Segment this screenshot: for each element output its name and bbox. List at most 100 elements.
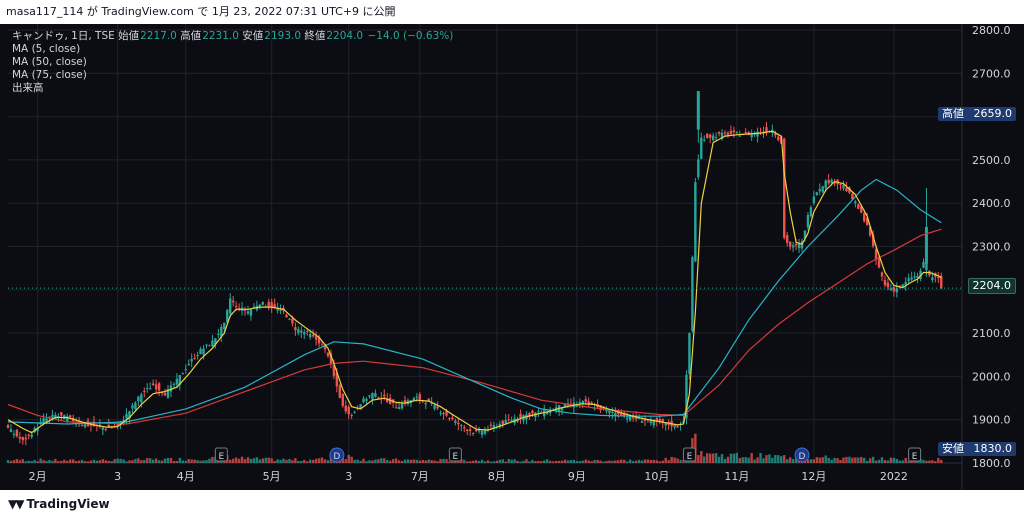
legend-ma50[interactable]: MA (50, close) bbox=[12, 56, 87, 68]
volume-bar bbox=[706, 453, 709, 463]
legend-volume[interactable]: 出来高 bbox=[12, 82, 44, 94]
price-chart[interactable]: 1800.01900.02000.02100.02200.02300.02400… bbox=[0, 24, 1024, 490]
candle-body bbox=[652, 420, 656, 426]
candle-body bbox=[199, 348, 202, 354]
volume-bar bbox=[703, 456, 706, 463]
candle-body bbox=[463, 427, 466, 429]
volume-bar bbox=[593, 459, 596, 463]
candle-body bbox=[60, 412, 63, 416]
candle-body bbox=[821, 186, 824, 193]
volume-bar bbox=[599, 460, 602, 463]
earnings-event-icon bbox=[682, 447, 696, 462]
candle-body bbox=[477, 429, 481, 432]
candle-body bbox=[860, 206, 863, 213]
legend-ma5[interactable]: MA (5, close) bbox=[12, 43, 81, 55]
volume-bar bbox=[771, 457, 774, 463]
candle-body bbox=[655, 417, 659, 422]
chart-canvas[interactable]: 1800.01900.02000.02100.02200.02300.02400… bbox=[0, 24, 1024, 490]
candle-body bbox=[676, 426, 679, 428]
candle-body bbox=[454, 420, 457, 423]
volume-bar bbox=[925, 460, 928, 463]
volume-bar bbox=[510, 459, 513, 463]
candle-body bbox=[818, 189, 821, 192]
tradingview-logo[interactable]: ▼▼ TradingView bbox=[8, 497, 110, 511]
volume-bar bbox=[122, 459, 125, 463]
legend-high-label: 高値 bbox=[180, 30, 202, 42]
candle-body bbox=[578, 402, 582, 404]
volume-bar bbox=[836, 458, 839, 463]
candle-body bbox=[694, 182, 697, 262]
candle-body bbox=[57, 415, 60, 417]
volume-bar bbox=[69, 459, 72, 463]
volume-bar bbox=[605, 461, 608, 463]
volume-bar bbox=[791, 459, 795, 463]
legend-high-value: 2231.0 bbox=[202, 30, 239, 42]
candle-body bbox=[300, 330, 303, 333]
candle-body bbox=[433, 405, 436, 409]
candle-body bbox=[868, 226, 872, 236]
candle-body bbox=[824, 180, 827, 189]
volume-bar bbox=[51, 460, 54, 463]
candle-body bbox=[628, 415, 632, 421]
candle-body bbox=[208, 345, 211, 347]
chart-legend: キャンドゥ, 1日, TSE 始値2217.0 高値2231.0 安値2193.… bbox=[12, 30, 453, 95]
candle-body bbox=[359, 404, 362, 410]
legend-symbol[interactable]: キャンドゥ, 1日, TSE bbox=[12, 30, 115, 42]
candle-body bbox=[397, 407, 401, 410]
x-tick-label: 11月 bbox=[724, 470, 749, 483]
volume-bar bbox=[276, 459, 279, 463]
candle-body bbox=[143, 390, 146, 392]
volume-bar bbox=[821, 457, 824, 463]
volume-bar bbox=[466, 461, 469, 463]
volume-bar bbox=[267, 457, 270, 463]
volume-bar bbox=[922, 459, 925, 463]
volume-bar bbox=[172, 460, 176, 463]
volume-bar bbox=[169, 458, 173, 463]
candle-body bbox=[154, 384, 158, 390]
candle-body bbox=[468, 429, 472, 432]
candle-body bbox=[205, 344, 208, 346]
candle-body bbox=[537, 411, 540, 413]
volume-bar bbox=[101, 459, 105, 463]
candle-body bbox=[338, 385, 342, 398]
volume-bar bbox=[9, 460, 13, 463]
volume-bar bbox=[359, 460, 362, 463]
volume-bar bbox=[234, 457, 238, 463]
volume-bar bbox=[551, 461, 555, 463]
volume-bar bbox=[383, 458, 386, 463]
volume-bar bbox=[400, 460, 404, 463]
candle-body bbox=[335, 372, 339, 387]
candle-body bbox=[306, 330, 309, 332]
candle-body bbox=[214, 338, 217, 345]
last-tag-value: 2204.0 bbox=[972, 279, 1012, 292]
volume-bar bbox=[140, 460, 143, 463]
candle-body bbox=[714, 137, 718, 139]
volume-bar bbox=[673, 457, 676, 463]
volume-bar bbox=[418, 460, 422, 463]
candle-body bbox=[673, 424, 676, 428]
candle-body bbox=[605, 410, 608, 412]
candle-body bbox=[614, 412, 617, 416]
earnings-event-icon bbox=[908, 447, 922, 462]
volume-bar bbox=[270, 458, 273, 463]
volume-bar bbox=[934, 461, 937, 463]
volume-bar bbox=[205, 460, 208, 463]
volume-bar bbox=[937, 457, 940, 463]
legend-ma75[interactable]: MA (75, close) bbox=[12, 69, 87, 81]
volume-bar bbox=[439, 459, 442, 463]
candle-body bbox=[865, 217, 869, 226]
volume-bar bbox=[501, 459, 504, 463]
volume-bar bbox=[77, 460, 81, 463]
volume-bar bbox=[184, 460, 187, 463]
volume-bar bbox=[386, 460, 389, 463]
volume-bar bbox=[548, 460, 552, 463]
volume-bar bbox=[18, 460, 22, 463]
volume-bar bbox=[830, 459, 833, 463]
volume-bar bbox=[534, 461, 537, 463]
x-tick-label: 4月 bbox=[177, 470, 195, 483]
candle-body bbox=[403, 400, 407, 404]
volume-bar bbox=[676, 458, 679, 463]
ma5-line bbox=[7, 130, 942, 434]
x-tick-label: 2022 bbox=[880, 470, 908, 483]
volume-bar bbox=[596, 459, 599, 463]
